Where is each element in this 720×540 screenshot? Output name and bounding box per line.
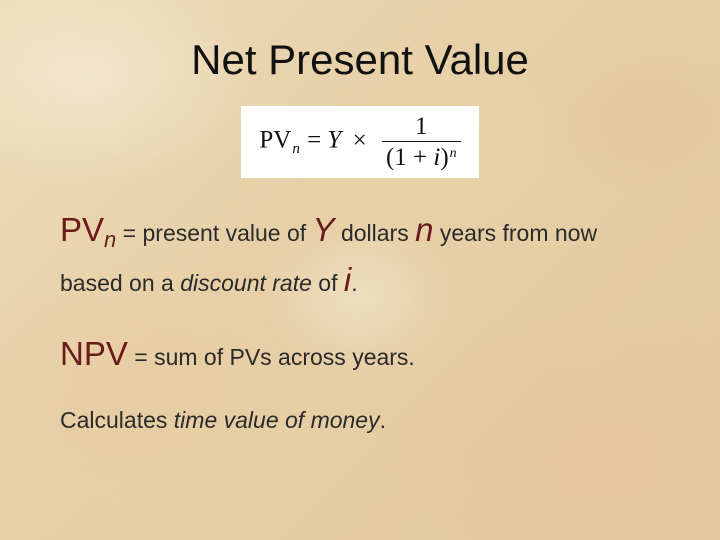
formula-fraction: 1 (1 + i)n xyxy=(378,114,461,170)
formula-numerator: 1 xyxy=(382,114,461,141)
pv-subscript: n xyxy=(104,227,116,252)
tvm-text-2: . xyxy=(380,407,386,433)
n-symbol: n xyxy=(415,211,433,248)
npv-text: = sum of PVs across years. xyxy=(128,344,415,370)
pv-text-4: of xyxy=(312,270,344,296)
pv-text-2: dollars xyxy=(335,220,416,246)
pv-text-1: = present value of xyxy=(116,220,312,246)
den-close: ) xyxy=(440,144,448,171)
formula-denominator: (1 + i)n xyxy=(382,141,461,170)
y-symbol: Y xyxy=(313,211,335,248)
formula-lhs-base: PV xyxy=(259,127,291,154)
discount-rate-text: discount rate xyxy=(180,270,312,296)
tvm-text-1: Calculates xyxy=(60,407,174,433)
den-superscript: n xyxy=(449,146,457,161)
definition-pv: PVn = present value of Y dollars n years… xyxy=(60,206,660,304)
body-text: PVn = present value of Y dollars n years… xyxy=(60,206,660,437)
formula-container: PVn = Y × 1 (1 + i)n xyxy=(60,106,660,178)
formula-y: Y xyxy=(327,127,341,154)
slide-title: Net Present Value xyxy=(60,36,660,84)
formula-eq: = xyxy=(301,127,328,154)
pv-symbol: PV xyxy=(60,211,104,248)
pv-text-5: . xyxy=(351,270,357,296)
formula-lhs-sub: n xyxy=(291,141,301,157)
slide: Net Present Value PVn = Y × 1 (1 + i)n P… xyxy=(0,0,720,540)
tvm-phrase: time value of money xyxy=(174,407,380,433)
formula-times: × xyxy=(341,127,378,154)
npv-formula: PVn = Y × 1 (1 + i)n xyxy=(241,106,478,178)
definition-npv: NPV = sum of PVs across years. xyxy=(60,330,660,378)
npv-symbol: NPV xyxy=(60,335,128,372)
tvm-sentence: Calculates time value of money. xyxy=(60,404,660,437)
den-open: (1 + xyxy=(386,144,433,171)
